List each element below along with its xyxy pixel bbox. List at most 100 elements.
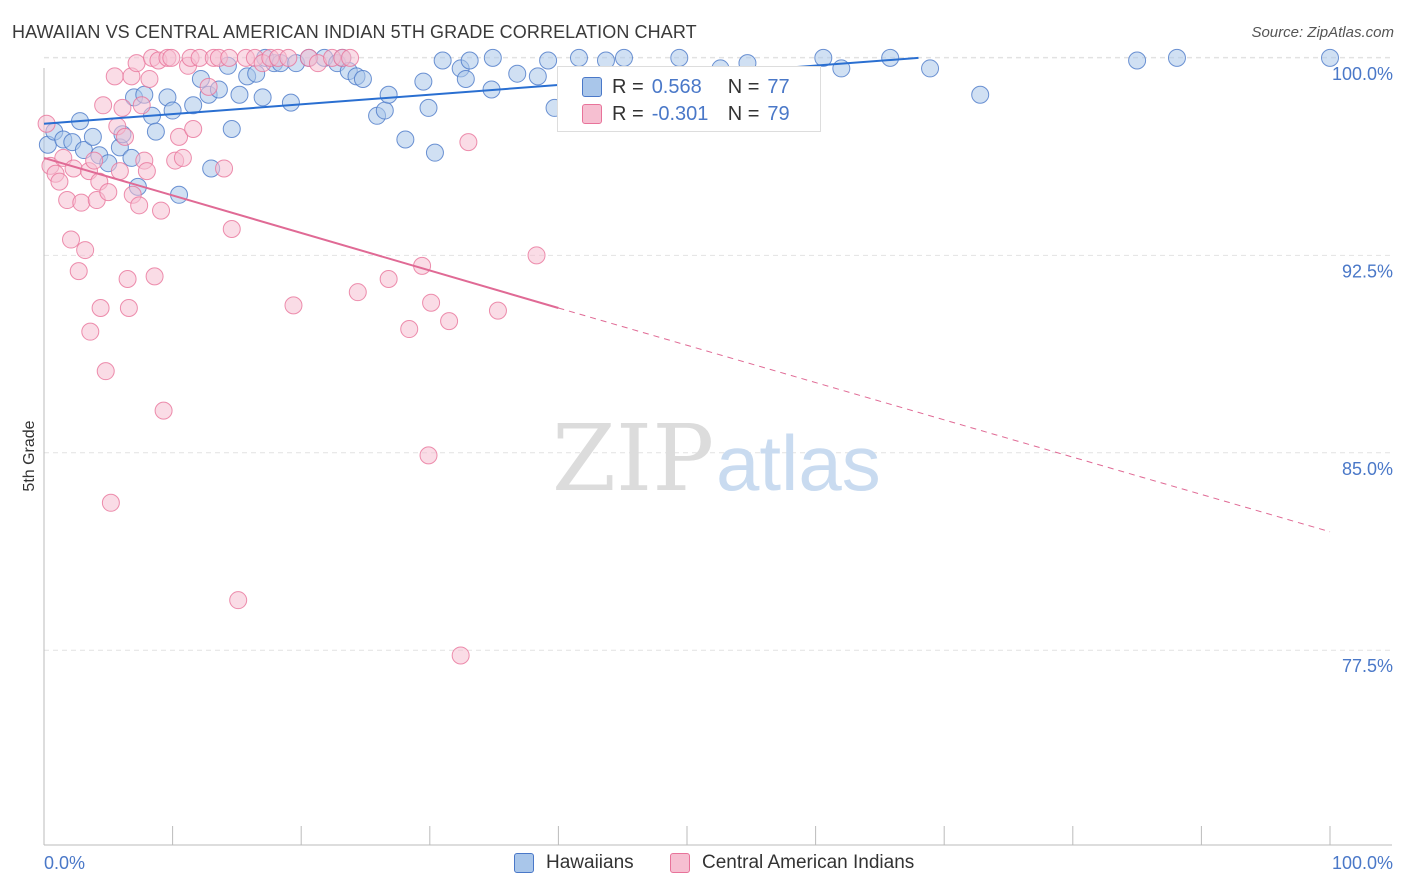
swatch-central-american-indians bbox=[582, 104, 602, 124]
central-american-indians-point bbox=[91, 298, 110, 317]
hawaiians-point bbox=[281, 93, 300, 112]
central-american-indians-point bbox=[50, 172, 69, 191]
hawaiians-point bbox=[1128, 51, 1147, 70]
hawaiians-point bbox=[222, 119, 241, 138]
central-american-indians-point bbox=[69, 262, 88, 281]
central-american-indians-point bbox=[527, 246, 546, 265]
central-american-indians-point bbox=[113, 98, 132, 117]
x-tick-label: 0.0% bbox=[44, 853, 85, 873]
y-tick-label: 100.0% bbox=[1332, 64, 1393, 84]
watermark-zip: ZIP bbox=[552, 405, 714, 512]
central-american-indians-point bbox=[184, 119, 203, 138]
n-label: N = bbox=[727, 102, 760, 125]
r-label: R = bbox=[612, 75, 644, 98]
central-american-indians-point bbox=[222, 220, 241, 239]
hawaiians-point bbox=[425, 143, 444, 162]
central-american-indians-point bbox=[62, 230, 81, 249]
central-american-indians-point bbox=[81, 322, 100, 341]
central-american-indians-point bbox=[119, 298, 138, 317]
central-american-indians-point bbox=[85, 151, 104, 170]
legend-item-central-american-indians[interactable]: Central American Indians bbox=[670, 852, 914, 874]
hawaiians-point bbox=[1167, 48, 1186, 67]
central-american-indians-point bbox=[199, 77, 218, 96]
central-american-indians-point bbox=[451, 646, 470, 665]
hawaiians-point bbox=[483, 48, 502, 67]
watermark: ZIP atlas bbox=[552, 405, 881, 512]
hawaiians-point bbox=[614, 48, 633, 67]
central-american-indians-point bbox=[76, 241, 95, 260]
central-american-indians-point bbox=[137, 162, 156, 181]
hawaiians-point bbox=[528, 67, 547, 86]
r-label: R = bbox=[612, 102, 644, 125]
hawaiians-point bbox=[353, 69, 372, 88]
central-american-indians-point bbox=[173, 148, 192, 167]
central-american-indians-point bbox=[110, 162, 129, 181]
central-american-indians-point bbox=[459, 133, 478, 152]
hawaiians-point bbox=[921, 59, 940, 78]
legend-swatch-hawaiians bbox=[514, 853, 534, 873]
hawaiians-point bbox=[379, 85, 398, 104]
legend: Hawaiians Central American Indians bbox=[0, 848, 1406, 880]
central-american-indians-point bbox=[348, 283, 367, 302]
hawaiians-point bbox=[569, 48, 588, 67]
y-tick-label: 85.0% bbox=[1342, 459, 1393, 479]
hawaiians-point bbox=[971, 85, 990, 104]
central-american-indians-point bbox=[400, 320, 419, 339]
hawaiians-point bbox=[184, 96, 203, 115]
central-american-indians-point bbox=[118, 270, 137, 289]
legend-item-hawaiians[interactable]: Hawaiians bbox=[514, 852, 634, 874]
data-points bbox=[37, 48, 1339, 665]
hawaiians-point bbox=[456, 69, 475, 88]
central-american-indians-point bbox=[379, 270, 398, 289]
legend-label-hawaiians: Hawaiians bbox=[546, 852, 634, 873]
central-american-indians-point bbox=[127, 54, 146, 73]
central-american-indians-point bbox=[99, 183, 118, 202]
tick-labels: 100.0% 92.5% 85.0% 77.5% 0.0% 100.0% bbox=[44, 64, 1393, 873]
hawaiians-point bbox=[433, 51, 452, 70]
central-american-indians-point bbox=[140, 69, 159, 88]
central-american-indians-point bbox=[132, 96, 151, 115]
central-american-indians-trend-line bbox=[43, 156, 559, 309]
hawaiians-point bbox=[83, 127, 102, 146]
r-value: -0.301 bbox=[651, 102, 709, 125]
central-american-indians-point bbox=[440, 312, 459, 331]
central-american-indians-point bbox=[419, 446, 438, 465]
stats-row-central-american-indians: R = -0.301 N = 79 bbox=[582, 99, 790, 129]
chart-title: HAWAIIAN VS CENTRAL AMERICAN INDIAN 5TH … bbox=[12, 22, 697, 42]
central-american-indians-point bbox=[94, 96, 113, 115]
central-american-indians-point bbox=[220, 48, 239, 67]
stats-box: R = 0.568 N = 77 R = -0.301 N = 79 bbox=[557, 66, 821, 132]
y-axis-label: 5th Grade bbox=[21, 420, 38, 491]
central-american-indians-point bbox=[422, 293, 441, 312]
swatch-hawaiians bbox=[582, 77, 602, 97]
central-american-indians-point bbox=[170, 127, 189, 146]
hawaiians-point bbox=[419, 98, 438, 117]
hawaiians-point bbox=[375, 101, 394, 120]
hawaiians-point bbox=[253, 88, 272, 107]
central-american-indians-point bbox=[145, 267, 164, 286]
source-credit: Source: ZipAtlas.com bbox=[1251, 24, 1394, 41]
central-american-indians-trend-extension bbox=[558, 307, 1331, 533]
n-label: N = bbox=[727, 75, 760, 98]
central-american-indians-point bbox=[101, 493, 120, 512]
central-american-indians-point bbox=[341, 48, 360, 67]
watermark-atlas: atlas bbox=[716, 419, 881, 507]
hawaiians-point bbox=[146, 122, 165, 141]
hawaiians-point bbox=[396, 130, 415, 149]
hawaiians-point bbox=[163, 101, 182, 120]
stats-row-hawaiians: R = 0.568 N = 77 bbox=[582, 72, 790, 102]
axes bbox=[43, 68, 1392, 846]
central-american-indians-point bbox=[96, 362, 115, 381]
central-american-indians-point bbox=[284, 296, 303, 315]
central-american-indians-point bbox=[105, 67, 124, 86]
n-value: 77 bbox=[767, 75, 790, 98]
hawaiians-point bbox=[814, 48, 833, 67]
central-american-indians-point bbox=[215, 159, 234, 178]
hawaiians-point bbox=[539, 51, 558, 70]
r-value: 0.568 bbox=[651, 75, 702, 98]
hawaiians-point bbox=[414, 72, 433, 91]
central-american-indians-point bbox=[116, 127, 135, 146]
central-american-indians-point bbox=[72, 193, 91, 212]
central-american-indians-point bbox=[152, 201, 171, 220]
